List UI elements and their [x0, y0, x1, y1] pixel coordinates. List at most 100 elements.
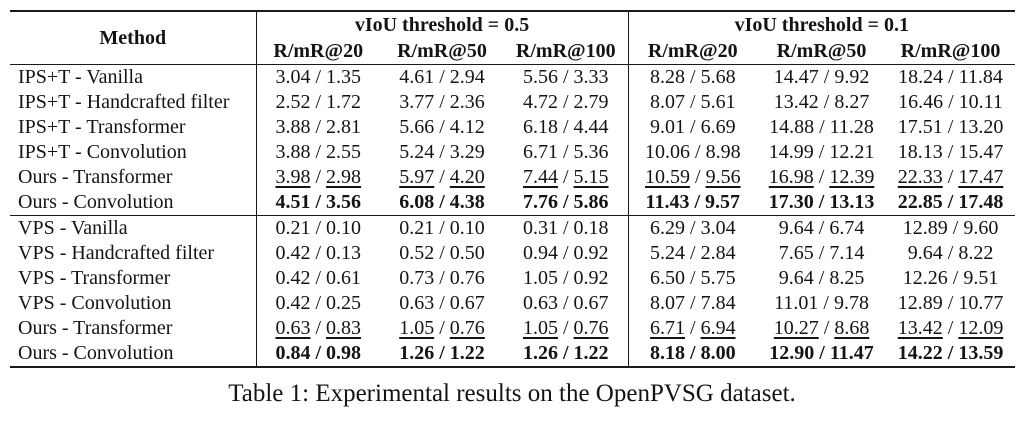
recall-value: 0.21	[275, 217, 311, 239]
recall-value: 18.13	[897, 141, 943, 163]
value-separator: /	[310, 217, 327, 239]
value-cell: 12.89 / 9.60	[886, 216, 1015, 242]
value-cell: 3.88 / 2.81	[256, 115, 380, 140]
value-separator: /	[689, 191, 706, 213]
mean-recall-value: 8.00	[700, 342, 736, 364]
recall-value: 10.27	[773, 317, 819, 339]
value-separator: /	[310, 166, 327, 188]
value-cell: 3.88 / 2.55	[256, 140, 380, 165]
value-cell: 8.07 / 5.61	[628, 90, 757, 115]
mean-recall-value: 11.28	[829, 116, 874, 138]
value-cell: 0.42 / 0.25	[256, 291, 380, 316]
value-cell: 0.31 / 0.18	[504, 215, 629, 241]
value-separator: /	[310, 292, 327, 314]
mean-recall-value: 17.48	[958, 191, 1004, 213]
value-separator: /	[310, 141, 327, 163]
mean-recall-value: 13.13	[829, 191, 875, 213]
recall-value: 6.71	[522, 141, 558, 163]
table-row: IPS+T - Vanilla 3.04 / 1.35 4.61 / 2.94 5.…	[10, 64, 1015, 91]
mean-recall-value: 0.92	[573, 242, 609, 264]
mean-recall-value: 0.50	[449, 242, 485, 264]
results-table-container: Method vIoU threshold = 0.5 vIoU thresho…	[10, 10, 1016, 368]
value-cell: 0.63 / 0.83	[256, 316, 380, 341]
mean-recall-value: 2.84	[700, 242, 736, 264]
recall-value: 5.24	[399, 141, 435, 163]
value-separator: /	[685, 317, 701, 339]
value-cell: 1.26 / 1.22	[504, 341, 629, 367]
value-cell: 11.01 / 9.78	[757, 291, 886, 316]
value-separator: /	[434, 317, 450, 339]
value-separator: /	[434, 217, 450, 239]
mean-recall-value: 15.47	[958, 141, 1004, 163]
value-separator: /	[814, 116, 830, 138]
recall-value: 14.22	[897, 342, 943, 364]
method-cell: Ours - Convolution	[10, 341, 257, 367]
value-separator: /	[814, 342, 830, 364]
recall-value: 5.66	[399, 116, 435, 138]
recall-value: 12.89	[897, 292, 943, 314]
recall-value: 16.98	[768, 166, 814, 188]
recall-value: 9.01	[650, 116, 685, 138]
value-cell: 12.26 / 9.51	[886, 266, 1015, 291]
value-cell: 6.18 / 4.44	[504, 115, 629, 140]
mean-recall-value: 4.12	[449, 116, 485, 138]
recall-value: 6.08	[399, 191, 435, 213]
value-separator: /	[942, 116, 959, 138]
recall-value: 2.52	[275, 91, 311, 113]
mean-recall-value: 9.78	[833, 292, 869, 314]
value-separator: /	[434, 342, 450, 364]
method-cell: VPS - Transformer	[10, 266, 257, 291]
mean-recall-value: 2.79	[573, 91, 609, 113]
value-cell: 0.42 / 0.13	[256, 241, 380, 266]
recall-value: 5.56	[522, 66, 558, 88]
value-separator: /	[434, 66, 450, 88]
recall-value: 0.31	[522, 217, 558, 239]
mean-recall-value: 8.68	[834, 317, 870, 339]
table-row: VPS - Convolution 0.42 / 0.25 0.63 / 0.67…	[10, 291, 1015, 316]
recall-value: 11.43	[645, 191, 690, 213]
mean-recall-value: 4.20	[449, 166, 485, 188]
recall-value: 4.51	[275, 191, 311, 213]
recall-value: 17.51	[897, 116, 943, 138]
mean-recall-value: 0.10	[326, 217, 362, 239]
recall-value: 0.42	[275, 292, 311, 314]
table-body: IPS+T - Vanilla 3.04 / 1.35 4.61 / 2.94 5.…	[10, 64, 1016, 367]
value-cell: 6.08 / 4.38	[380, 190, 504, 216]
results-table: Method vIoU threshold = 0.5 vIoU thresho…	[10, 10, 1016, 368]
value-separator: /	[818, 317, 835, 339]
column-header-r-mr-100-t01: R/mR@100	[900, 39, 1001, 62]
mean-recall-value: 2.36	[449, 91, 485, 113]
recall-value: 11.01	[774, 292, 819, 314]
mean-recall-value: 0.67	[449, 292, 485, 314]
value-separator: /	[685, 217, 701, 239]
value-cell: 7.44 / 5.15	[504, 165, 629, 190]
recall-value: 16.46	[898, 91, 944, 113]
recall-value: 14.47	[773, 66, 819, 88]
mean-recall-value: 1.22	[573, 342, 609, 364]
table-row: Ours - Transformer 0.63 / 0.83 1.05 / 0.7…	[10, 316, 1015, 341]
value-cell: 0.63 / 0.67	[504, 291, 629, 316]
value-cell: 7.76 / 5.86	[504, 190, 629, 216]
mean-recall-value: 5.86	[573, 191, 609, 213]
mean-recall-value: 0.67	[573, 292, 609, 314]
recall-value: 3.88	[275, 116, 311, 138]
mean-recall-value: 6.74	[829, 217, 865, 239]
recall-value: 7.65	[778, 242, 814, 264]
value-cell: 0.52 / 0.50	[380, 241, 504, 266]
value-separator: /	[434, 141, 450, 163]
mean-recall-value: 13.59	[958, 342, 1004, 364]
value-cell: 12.90 / 11.47	[757, 341, 886, 367]
recall-value: 9.64	[907, 242, 943, 264]
table-row: IPS+T - Handcrafted filter 2.52 / 1.72 3.…	[10, 90, 1015, 115]
recall-value: 8.28	[650, 66, 685, 88]
recall-value: 13.42	[773, 91, 819, 113]
value-cell: 9.64 / 8.25	[757, 266, 886, 291]
value-cell: 3.04 / 1.35	[256, 65, 380, 91]
recall-value: 4.61	[399, 66, 435, 88]
value-separator: /	[690, 166, 706, 188]
table-header: Method vIoU threshold = 0.5 vIoU thresho…	[10, 11, 1016, 65]
column-header-r-mr-20-t05: R/mR@20	[273, 39, 364, 62]
value-separator: /	[557, 342, 574, 364]
mean-recall-value: 2.81	[326, 116, 362, 138]
recall-value: 8.07	[650, 91, 685, 113]
